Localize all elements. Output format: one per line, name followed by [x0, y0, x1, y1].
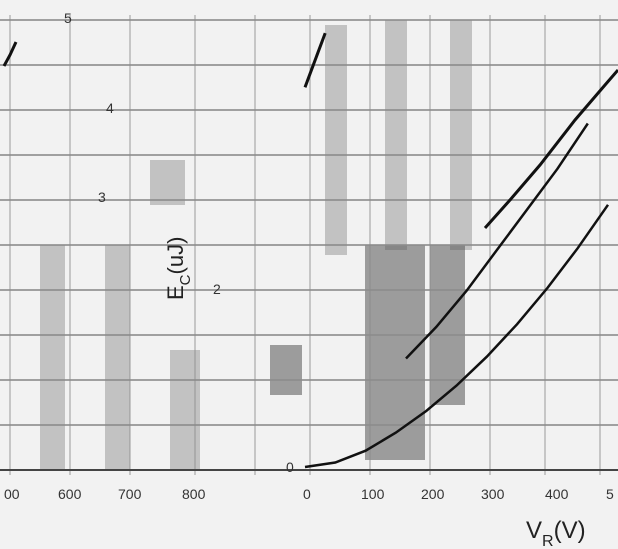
- x-tick-label-left: 800: [182, 486, 206, 502]
- background-band: [450, 20, 472, 250]
- background-band: [385, 20, 407, 250]
- y-tick-label: 0: [286, 459, 294, 475]
- x-tick-label-right: 5: [606, 486, 614, 502]
- y-tick-label: 4: [106, 100, 114, 116]
- x-tick-label-left: 700: [118, 486, 142, 502]
- data-series-upper-segment: [483, 69, 618, 229]
- data-series-line-2: [303, 32, 327, 88]
- background-band: [40, 245, 65, 470]
- x-tick-label-right: 100: [361, 486, 385, 502]
- x-tick-label-left: 00: [4, 486, 20, 502]
- x-tick-label-right: 200: [421, 486, 445, 502]
- background-band: [365, 245, 425, 460]
- x-tick-label-right: 0: [303, 486, 311, 502]
- background-band: [150, 160, 185, 205]
- x-tick-label-left: 600: [58, 486, 82, 502]
- x-tick-label-right: 400: [545, 486, 569, 502]
- data-series-line-0: [304, 204, 610, 469]
- data-series-left-segment: [2, 41, 18, 67]
- background-band: [325, 25, 347, 255]
- x-tick-label-right: 300: [481, 486, 505, 502]
- y-tick-label: 3: [98, 189, 106, 205]
- y-tick-label: 5: [64, 10, 72, 26]
- background-band: [430, 245, 465, 405]
- y-tick-label: 2: [213, 281, 221, 297]
- background-band: [105, 245, 130, 470]
- y-axis-title: EC(uJ): [163, 237, 194, 300]
- x-axis-title: VR(V): [526, 517, 586, 549]
- background-band: [270, 345, 302, 395]
- data-series-line-1: [405, 122, 589, 360]
